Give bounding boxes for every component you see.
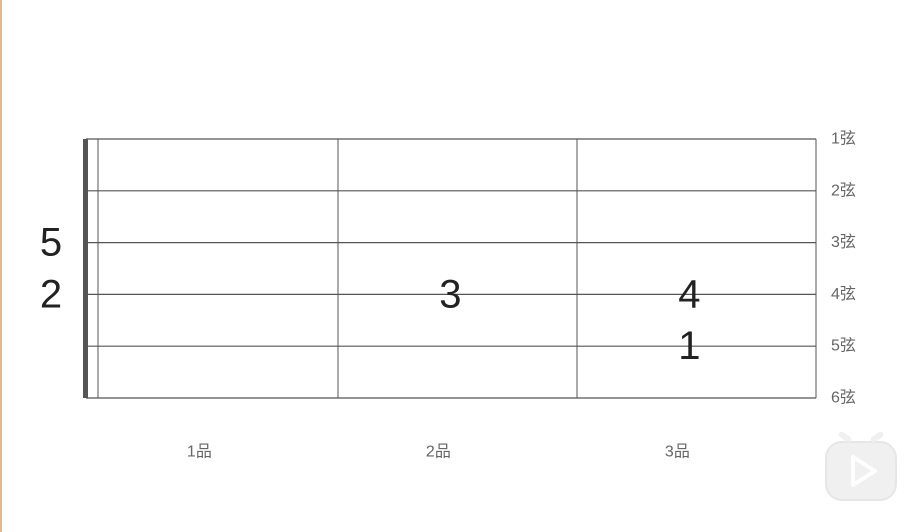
fingering-number: 4 bbox=[678, 272, 700, 316]
string-label-2: 2弦 bbox=[831, 181, 856, 199]
string-label-5: 5弦 bbox=[831, 337, 856, 355]
open-string-number: 2 bbox=[40, 272, 62, 316]
open-string-number: 5 bbox=[40, 221, 62, 265]
nut-bar bbox=[83, 139, 88, 398]
fingering-number: 1 bbox=[678, 324, 700, 368]
fret-label-2: 2品 bbox=[426, 444, 451, 461]
video-play-icon[interactable] bbox=[822, 432, 900, 504]
string-label-4: 4弦 bbox=[831, 285, 856, 303]
fingering-number: 3 bbox=[439, 272, 461, 316]
fret-label-3: 3品 bbox=[665, 444, 690, 461]
string-label-1: 1弦 bbox=[831, 130, 856, 148]
string-label-3: 3弦 bbox=[831, 233, 856, 251]
left-edge-stripe bbox=[0, 0, 2, 532]
fret-label-1: 1品 bbox=[187, 444, 212, 461]
string-label-6: 6弦 bbox=[831, 389, 856, 407]
